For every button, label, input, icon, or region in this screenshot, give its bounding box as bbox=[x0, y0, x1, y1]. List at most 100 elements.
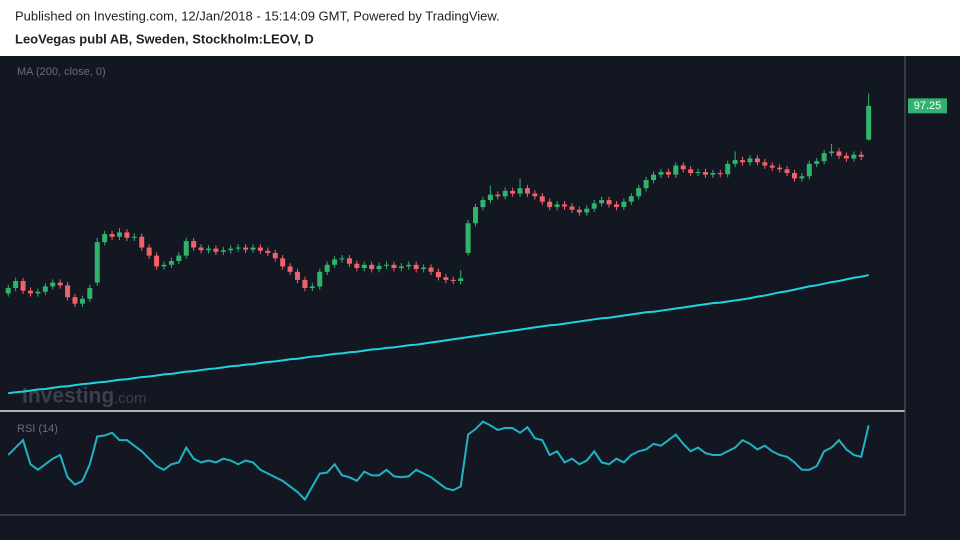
candle-body bbox=[272, 252, 278, 259]
candle-body bbox=[398, 266, 404, 269]
candle-body bbox=[554, 204, 560, 208]
candle-body bbox=[94, 242, 100, 283]
candle-body bbox=[688, 169, 694, 174]
candle-body bbox=[146, 247, 152, 256]
candle-body bbox=[413, 264, 419, 270]
candle-body bbox=[280, 258, 286, 267]
candle-body bbox=[524, 188, 530, 194]
candle-body bbox=[584, 208, 590, 213]
candle-body bbox=[599, 200, 605, 204]
candle-body bbox=[473, 207, 479, 224]
candle-body bbox=[235, 247, 241, 249]
candle-body bbox=[361, 264, 367, 269]
candle-body bbox=[421, 267, 427, 270]
candle-body bbox=[643, 180, 649, 189]
candle-body bbox=[116, 232, 122, 237]
candle-body bbox=[695, 171, 701, 174]
candle-body bbox=[717, 173, 723, 175]
candle-body bbox=[665, 171, 671, 175]
candle-body bbox=[502, 190, 508, 197]
candle-body bbox=[228, 248, 234, 251]
candle-body bbox=[517, 188, 523, 194]
candle-body bbox=[391, 264, 397, 269]
candle-body bbox=[658, 171, 664, 175]
watermark-brand: Investing bbox=[22, 385, 114, 408]
candle-body bbox=[354, 263, 360, 269]
candle-body bbox=[317, 271, 323, 287]
candle-body bbox=[591, 203, 597, 209]
published-note: Published on Investing.com, 12/Jan/2018 … bbox=[15, 8, 500, 23]
candle-body bbox=[50, 282, 56, 287]
candle-body bbox=[243, 247, 249, 250]
candle-body bbox=[480, 200, 486, 208]
candle-body bbox=[205, 248, 211, 251]
candle-body bbox=[858, 154, 864, 157]
candle-body bbox=[740, 160, 746, 163]
candle-body bbox=[487, 194, 493, 201]
candle-body bbox=[161, 264, 167, 267]
candle-body bbox=[139, 236, 145, 248]
candle-body bbox=[673, 165, 679, 175]
rsi-legend: RSI (14) bbox=[17, 423, 58, 435]
last-price-label: 97.25 bbox=[914, 100, 942, 112]
candle-body bbox=[213, 248, 219, 252]
candle-body bbox=[702, 171, 708, 175]
last-price-tag bbox=[908, 98, 947, 114]
candle-body bbox=[42, 286, 48, 292]
candle-body bbox=[450, 279, 456, 281]
candle-body bbox=[843, 155, 849, 159]
rsi-line bbox=[7, 420, 870, 502]
candle-body bbox=[725, 163, 731, 175]
candle-body bbox=[198, 247, 204, 251]
candle-body bbox=[102, 234, 108, 243]
candle-body bbox=[784, 169, 790, 174]
chart-area bbox=[0, 56, 960, 540]
watermark-suffix: .com bbox=[114, 390, 147, 407]
marks-layer bbox=[5, 93, 872, 502]
candle-body bbox=[257, 247, 263, 251]
candle-body bbox=[539, 196, 545, 202]
candle-body bbox=[569, 206, 575, 210]
candle-body bbox=[636, 188, 642, 197]
candle-body bbox=[57, 282, 63, 286]
chart-title: LeoVegas publ AB, Sweden, Stockholm:LEOV… bbox=[15, 31, 314, 46]
candle-body bbox=[866, 105, 872, 140]
candle-body bbox=[124, 232, 130, 238]
candle-body bbox=[458, 278, 464, 281]
axes-layer: 97.25 bbox=[908, 98, 947, 114]
candle-body bbox=[680, 165, 686, 170]
candle-body bbox=[732, 160, 738, 164]
candle-body bbox=[131, 236, 137, 238]
candle-body bbox=[562, 204, 568, 207]
candle-body bbox=[154, 255, 160, 267]
candle-body bbox=[176, 255, 182, 262]
candle-body bbox=[79, 298, 85, 304]
candle-body bbox=[769, 165, 775, 168]
candle-body bbox=[369, 264, 375, 270]
candle-body bbox=[443, 277, 449, 280]
candle-body bbox=[495, 194, 501, 197]
candle-body bbox=[576, 209, 582, 213]
candle-body bbox=[777, 167, 783, 170]
candle-body bbox=[628, 196, 634, 202]
candle-body bbox=[220, 250, 226, 252]
overlay-legend: MA (200, close, 0) bbox=[17, 66, 106, 78]
candle-body bbox=[250, 247, 256, 250]
candle-body bbox=[710, 173, 716, 175]
candle-body bbox=[836, 151, 842, 156]
candle-body bbox=[324, 264, 330, 272]
candle-body bbox=[747, 158, 753, 163]
candle-body bbox=[754, 158, 760, 163]
candle-body bbox=[13, 280, 19, 289]
candle-body bbox=[302, 279, 308, 289]
candle-body bbox=[621, 201, 627, 208]
candle-body bbox=[295, 271, 301, 280]
candle-body bbox=[35, 291, 41, 294]
candle-body bbox=[428, 267, 434, 272]
candle-body bbox=[799, 176, 805, 179]
candle-body bbox=[168, 261, 174, 265]
candle-body bbox=[613, 204, 619, 208]
candle-body bbox=[406, 264, 412, 267]
candle-body bbox=[851, 154, 857, 159]
